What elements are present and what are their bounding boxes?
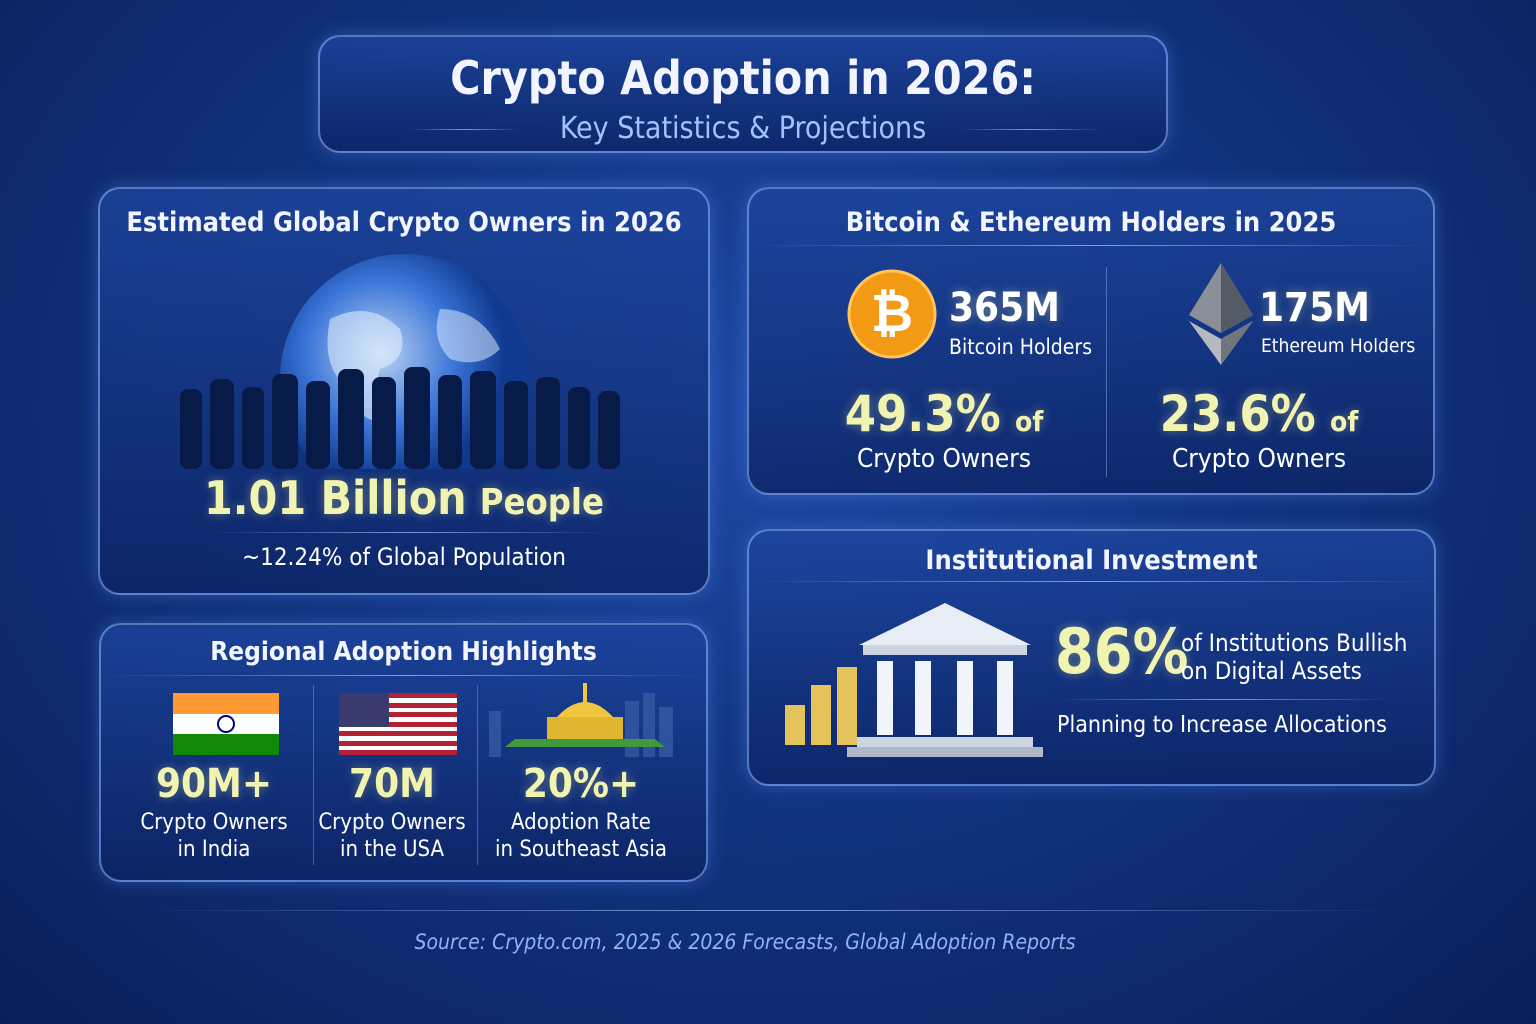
panel-heading: Institutional Investment: [925, 545, 1258, 576]
institutional-value: 86%: [1055, 615, 1189, 688]
region-line: in the USA: [339, 837, 445, 862]
global-value-line: 1.01 Billion People: [100, 471, 708, 525]
divider: [960, 129, 1100, 130]
region-line: Crypto Owners: [318, 810, 466, 835]
bitcoin-of: of: [1015, 405, 1044, 438]
region-label: Adoption Rate in Southeast Asia: [481, 809, 681, 863]
region-line: in Southeast Asia: [495, 837, 667, 862]
globe-illustration: [180, 254, 620, 469]
ethereum-share-line: 23.6% of: [1094, 385, 1424, 443]
divider: [749, 245, 1437, 246]
india-flag: [173, 693, 279, 755]
divider: [477, 685, 478, 865]
divider: [410, 129, 520, 130]
divider: [1106, 267, 1107, 477]
region-value: 90M+: [155, 761, 273, 807]
ethereum-of: of: [1330, 405, 1359, 438]
region-line: Adoption Rate: [511, 810, 651, 835]
panel-heading: Estimated Global Crypto Owners in 2026: [126, 207, 682, 238]
title: Crypto Adoption in 2026:: [450, 51, 1036, 105]
holders-panel: Bitcoin & Ethereum Holders in 2025 ₿ 365…: [747, 187, 1437, 495]
divider: [210, 532, 610, 533]
institutional-line: of Institutions Bullish: [1181, 629, 1408, 657]
region-value: 20%+: [522, 761, 640, 807]
title-box: Crypto Adoption in 2026: Key Statistics …: [318, 35, 1168, 153]
bitcoin-share: 49.3%: [844, 385, 1001, 443]
southeast-asia-skyline: [489, 683, 673, 757]
region-line: Crypto Owners: [140, 810, 288, 835]
subtitle: Key Statistics & Projections: [559, 111, 927, 146]
institutional-line: on Digital Assets: [1181, 657, 1362, 685]
source: Source: Crypto.com, 2025 & 2026 Forecast…: [414, 930, 1076, 954]
panel-heading: Bitcoin & Ethereum Holders in 2025: [845, 207, 1337, 238]
usa-flag: [339, 693, 457, 755]
global-value: 1.01 Billion: [204, 471, 467, 525]
bitcoin-share-label: Crypto Owners: [856, 444, 1032, 474]
ethereum-label: Ethereum Holders: [1261, 335, 1416, 357]
region-label: Crypto Owners in India: [119, 809, 309, 863]
global-unit: People: [479, 482, 604, 523]
divider: [749, 581, 1438, 582]
ethereum-value: 175M: [1259, 285, 1370, 331]
bitcoin-label: Bitcoin Holders: [949, 335, 1093, 359]
ethereum-share-label: Crypto Owners: [1171, 444, 1347, 474]
bank-illustration: [785, 603, 1043, 757]
divider: [313, 685, 314, 865]
ethereum-icon: [1189, 263, 1253, 365]
divider: [101, 675, 710, 676]
institutional-text: of Institutions Bullish on Digital Asset…: [1181, 629, 1407, 685]
bitcoin-value: 365M: [949, 285, 1060, 331]
regional-panel: Regional Adoption Highlights 90M+ Crypto…: [99, 623, 710, 882]
divider: [130, 910, 1410, 911]
region-value: 70M: [349, 761, 435, 807]
bitcoin-icon: ₿: [847, 269, 937, 359]
institutional-panel: Institutional Investment 86% of Institut…: [747, 529, 1438, 786]
global-note: ~12.24% of Global Population: [241, 543, 566, 571]
global-panel: Estimated Global Crypto Owners in 2026 1…: [98, 187, 710, 595]
divider: [1054, 699, 1394, 700]
region-line: in India: [177, 837, 251, 862]
region-label: Crypto Owners in the USA: [297, 809, 487, 863]
bitcoin-share-line: 49.3% of: [779, 385, 1109, 443]
panel-heading: Regional Adoption Highlights: [210, 637, 597, 667]
ethereum-share: 23.6%: [1159, 385, 1316, 443]
institutional-note: Planning to Increase Allocations: [1057, 712, 1387, 738]
svg-text:₿: ₿: [871, 284, 913, 344]
